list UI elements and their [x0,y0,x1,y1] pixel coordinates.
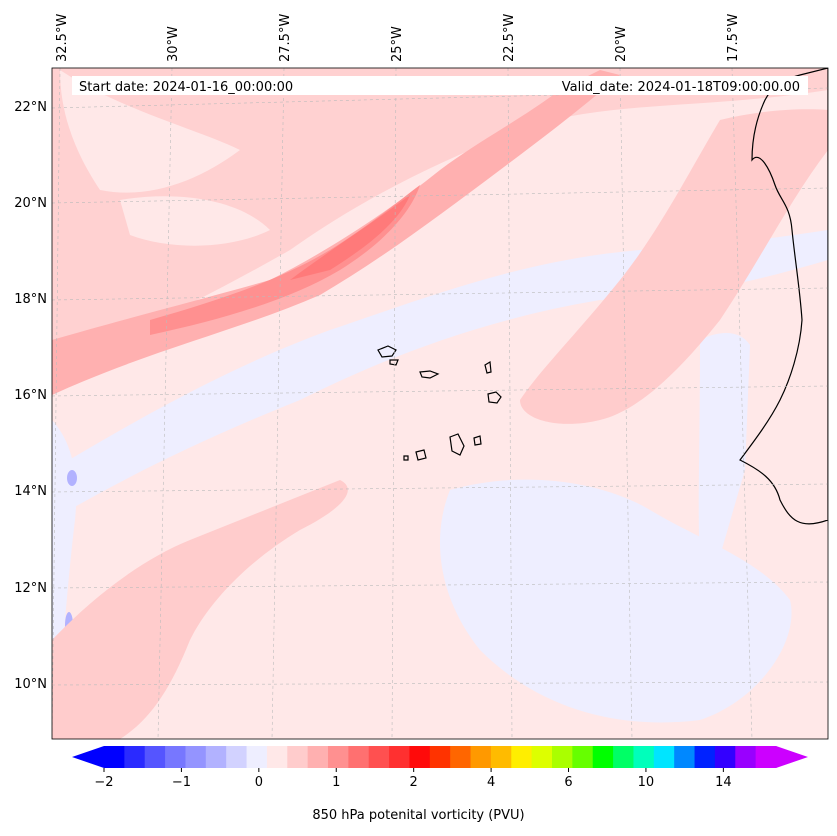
lat-label: 14°N [14,484,47,499]
colorbar-tick-label: 10 [638,775,655,790]
colorbar-tick-label: −2 [94,775,113,790]
negative-pv-patch-east [698,333,750,600]
colorbar-swatch [307,746,329,768]
lat-label: 20°N [14,196,47,211]
colorbar-swatch [674,746,696,768]
colorbar-swatch [287,746,309,768]
lon-label: 30°W [166,26,181,62]
colorbar-swatch [755,746,777,768]
colorbar-swatch [714,746,736,768]
start-date-label: Start date: 2024-01-16_00:00:00 [79,80,293,95]
colorbar-swatch [368,746,390,768]
colorbar-swatch [124,746,146,768]
island [473,435,482,446]
lat-label: 22°N [14,100,47,115]
negative-pv-core [67,470,77,486]
island [487,391,502,404]
map-frame [51,67,829,740]
lon-label: 25°W [390,26,405,62]
frontal-band-core [150,185,420,335]
colorbar-tick-label: 1 [332,775,340,790]
coastline [739,68,828,525]
graticule [52,68,828,739]
island [389,359,399,366]
island [377,345,397,358]
colorbar-swatch [613,746,634,768]
colorbar-tick-label: 6 [564,775,572,790]
lat-label: 12°N [14,581,47,596]
island [415,449,427,461]
island [403,455,409,461]
lat-label: 16°N [14,388,47,403]
lon-label: 32.5°W [55,14,70,62]
colorbar-swatch [694,746,716,768]
colorbar-min-extend [72,746,104,768]
colorbar-swatch [531,746,553,768]
lon-label: 27.5°W [278,14,293,62]
field-gap [60,70,240,193]
colorbar-swatch [572,746,594,768]
lat-label: 10°N [14,677,47,692]
colorbar-max-extend [776,746,808,768]
colorbar-tick-label: −1 [172,775,191,790]
colorbar-tick-label: 2 [410,775,418,790]
date-banner [72,76,808,95]
map-field [52,68,828,739]
lon-label: 22.5°W [502,14,517,62]
colorbar-tick-label: 14 [715,775,732,790]
colorbar-tick-label: 0 [255,775,263,790]
colorbar-swatch [592,746,614,768]
colorbar-tick-label: 4 [487,775,495,790]
colorbar-swatch [328,746,349,768]
colorbar-swatch [185,746,207,768]
colorbar-swatch [633,746,655,768]
colorbar-swatch [735,746,757,768]
positive-pv-band-east [520,109,828,424]
colorbar-title: 850 hPa potenital vorticity (PVU) [312,808,525,823]
colorbar-swatch [429,746,451,768]
colorbar-swatch [104,746,125,768]
positive-pv-northwest [52,68,828,370]
colorbar-swatch [205,746,227,768]
longitude-labels: 32.5°W 30°W 27.5°W 25°W 22.5°W 20°W 17.5… [55,14,741,62]
lon-label: 20°W [614,26,629,62]
colorbar-swatch [470,746,492,768]
colorbar-swatch [552,746,573,768]
colorbar-swatch [226,746,248,768]
colorbar-swatch [653,746,675,768]
colorbar-swatch [450,746,472,768]
valid-date-label: Valid_date: 2024-01-18T09:00:00.00 [562,80,800,95]
colorbar-swatch [348,746,370,768]
colorbar-swatches [104,746,777,768]
colorbar-swatch [490,746,512,768]
colorbar: −2 −1 0 1 2 4 6 10 14 [72,746,808,790]
colorbar-swatch [511,746,533,768]
colorbar-ticks: −2 −1 0 1 2 4 6 10 14 [94,768,732,790]
frontal-band-max [290,195,410,280]
colorbar-swatch [409,746,431,768]
latitude-labels: 22°N 20°N 18°N 16°N 14°N 12°N 10°N [14,100,47,692]
colorbar-swatch [389,746,410,768]
lon-label: 17.5°W [726,14,741,62]
colorbar-swatch [266,746,288,768]
field-gap [120,196,270,246]
lat-label: 18°N [14,292,47,307]
colorbar-swatch [165,746,186,768]
positive-pv-southwest [52,480,348,739]
colorbar-swatch [144,746,166,768]
island [419,370,440,379]
island [484,360,492,374]
island [449,433,465,456]
colorbar-swatch [246,746,268,768]
